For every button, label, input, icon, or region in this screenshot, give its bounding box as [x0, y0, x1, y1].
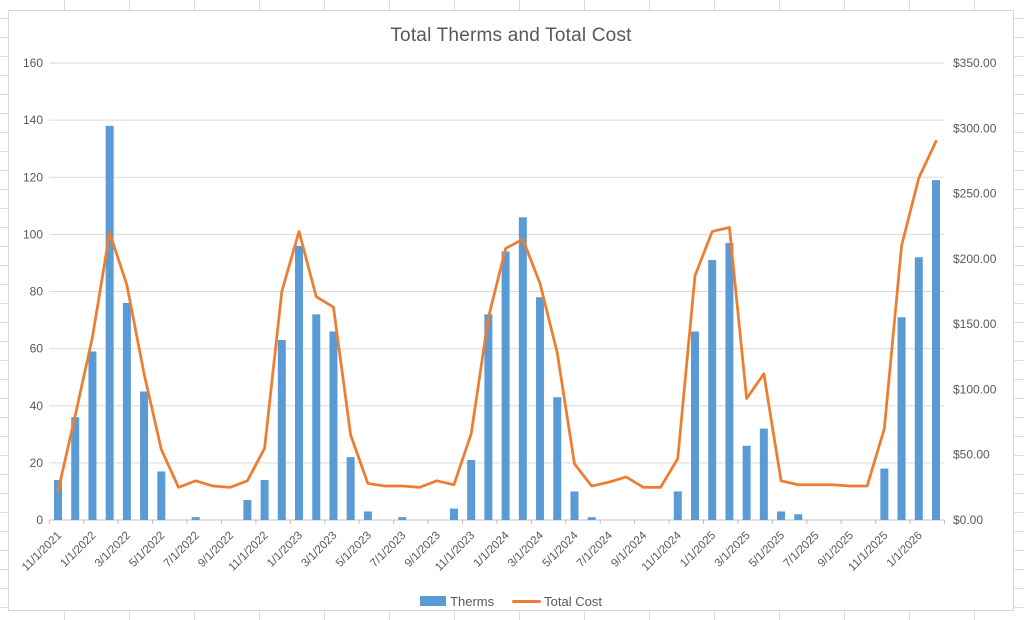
therms-bar[interactable]: [690, 331, 699, 520]
left-axis-label: 60: [30, 342, 44, 356]
therms-bar[interactable]: [157, 471, 166, 520]
right-axis-label: $50.00: [953, 448, 990, 462]
therms-bar[interactable]: [140, 391, 149, 520]
therms-bar[interactable]: [484, 314, 493, 520]
plot-area: 160 140 120 100 80 60 40 20 0 $350.00 $300.00 $250.…: [20, 56, 997, 574]
x-axis-label: 1/1/2022: [58, 530, 98, 570]
left-axis-label: 80: [30, 285, 44, 299]
therms-bar[interactable]: [346, 457, 355, 520]
right-axis-label: $350.00: [953, 56, 997, 70]
right-axis-label: $100.00: [953, 382, 997, 396]
therms-bar[interactable]: [553, 397, 562, 520]
therms-bar[interactable]: [914, 257, 923, 520]
x-axis-label: 11/1/2021: [20, 530, 64, 574]
therms-bar[interactable]: [122, 302, 131, 520]
x-axis-label: 3/1/2023: [299, 530, 339, 570]
therms-bar[interactable]: [312, 314, 321, 520]
left-axis-label: 40: [30, 399, 44, 413]
left-axis-label: 160: [23, 56, 43, 70]
x-axis-label: 1/1/2024: [472, 529, 513, 570]
legend-label-total-cost: Total Cost: [544, 593, 602, 609]
total-cost-swatch-icon: [512, 599, 542, 603]
therms-bar[interactable]: [54, 480, 62, 520]
therms-bar[interactable]: [587, 517, 596, 520]
therms-bar[interactable]: [897, 317, 906, 520]
therms-bar[interactable]: [759, 428, 768, 520]
therms-bar[interactable]: [467, 460, 476, 520]
therms-bar[interactable]: [88, 351, 97, 520]
therms-bar[interactable]: [536, 297, 545, 520]
right-axis-label: $200.00: [953, 252, 997, 266]
left-axis-label: 140: [23, 113, 43, 127]
therms-bar[interactable]: [260, 480, 269, 520]
x-axis-label: 5/1/2024: [540, 529, 581, 570]
therms-bar[interactable]: [363, 511, 372, 520]
total-cost-line[interactable]: [56, 139, 938, 493]
right-axis-label: $150.00: [953, 317, 997, 331]
x-axis-label: 7/1/2023: [368, 530, 408, 570]
x-axis-label: 7/1/2024: [575, 529, 616, 570]
therms-bar[interactable]: [518, 217, 527, 521]
x-axis-label: 1/1/2023: [265, 530, 305, 570]
left-axis-label: 120: [23, 170, 43, 184]
therms-bar[interactable]: [501, 251, 510, 520]
legend-item-therms[interactable]: Therms: [420, 594, 494, 609]
therms-bar[interactable]: [105, 125, 114, 521]
therms-bar[interactable]: [191, 517, 200, 520]
legend-item-total-cost[interactable]: Total Cost: [512, 594, 602, 609]
x-axis-label: 3/1/2022: [93, 530, 133, 570]
chart-container[interactable]: Total Therms and Total Cost 160 140 120 100…: [8, 10, 1014, 611]
therms-swatch-icon: [420, 596, 447, 606]
x-axis-label: 3/1/2024: [506, 529, 547, 570]
x-axis-label: 5/1/2022: [127, 530, 167, 570]
therms-bar[interactable]: [329, 331, 338, 520]
legend: Therms Total Cost: [9, 592, 1013, 610]
therms-bar[interactable]: [243, 500, 252, 520]
therms-bar[interactable]: [932, 180, 941, 520]
therms-bar[interactable]: [398, 517, 407, 520]
left-axis-label: 100: [23, 227, 43, 241]
legend-label-therms: Therms: [450, 593, 495, 609]
x-axis-label: 1/1/2026: [885, 530, 925, 570]
therms-bar[interactable]: [794, 514, 803, 520]
therms-bar[interactable]: [777, 511, 786, 520]
therms-bar[interactable]: [725, 242, 734, 520]
therms-bar[interactable]: [708, 260, 717, 520]
therms-bar[interactable]: [570, 491, 579, 520]
left-axis-label: 20: [30, 456, 44, 470]
right-axis-label: $0.00: [953, 513, 983, 527]
left-axis-label: 0: [36, 513, 43, 527]
x-axis-label: 1/1/2025: [678, 530, 718, 570]
x-axis-label: 3/1/2025: [713, 530, 753, 570]
right-axis-label: $250.00: [953, 187, 997, 201]
x-axis-label: 5/1/2025: [747, 530, 787, 570]
therms-bar[interactable]: [742, 445, 751, 520]
x-axis-label: 5/1/2023: [334, 530, 374, 570]
therms-bar[interactable]: [277, 340, 286, 520]
chart-title[interactable]: Total Therms and Total Cost: [390, 25, 632, 46]
right-axis-label: $300.00: [953, 121, 997, 135]
therms-bar[interactable]: [449, 508, 458, 520]
therms-bar[interactable]: [880, 468, 889, 520]
therms-bar[interactable]: [673, 491, 682, 520]
x-axis-label: 7/1/2022: [162, 530, 202, 570]
x-axis-label: 7/1/2025: [781, 530, 821, 570]
therms-bar[interactable]: [295, 245, 304, 521]
therms-bar[interactable]: [71, 417, 80, 520]
